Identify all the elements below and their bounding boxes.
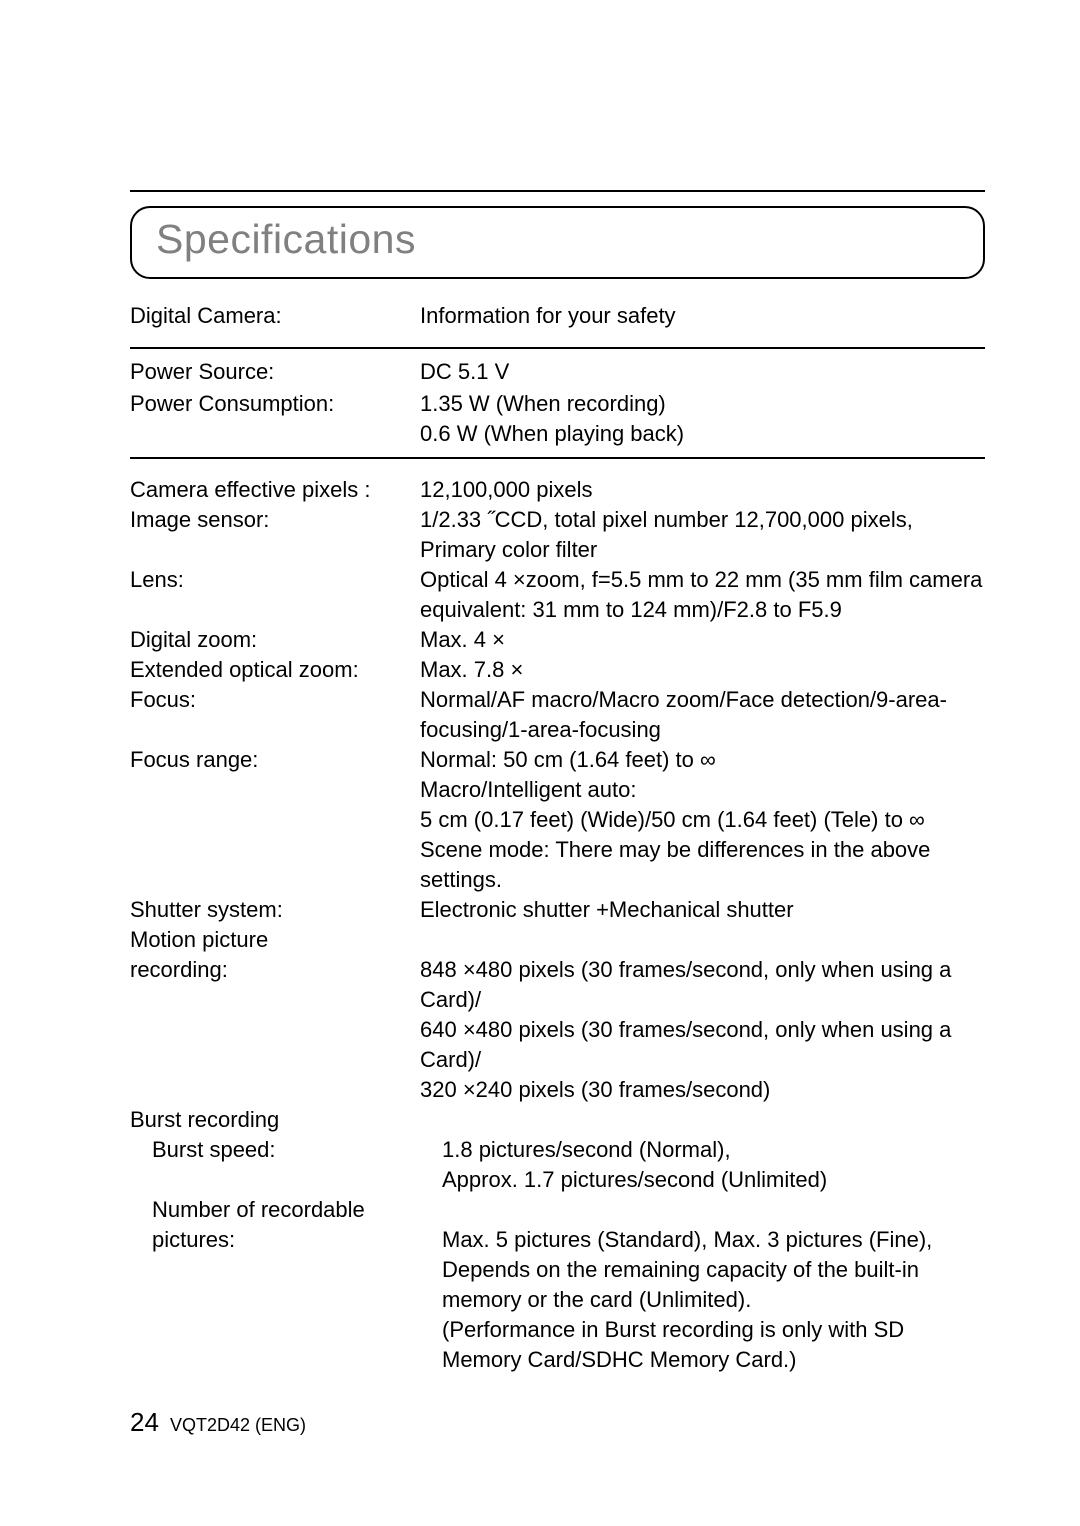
- power-consumption-value: 1.35 W (When recording) 0.6 W (When play…: [420, 389, 985, 449]
- effective-pixels-label: Camera effective pixels :: [130, 475, 420, 505]
- extended-zoom-row: Extended optical zoom: Max. 7.8 ×: [130, 655, 985, 685]
- recordable-l2: Depends on the remaining capacity of the…: [442, 1255, 985, 1315]
- focus-range-l1: Normal: 50 cm (1.64 feet) to ∞: [420, 745, 985, 775]
- focus-range-label: Focus range:: [130, 745, 420, 775]
- motion-picture-l3: 320 ×240 pixels (30 frames/second): [420, 1075, 985, 1105]
- effective-pixels-row: Camera effective pixels : 12,100,000 pix…: [130, 475, 985, 505]
- digital-zoom-row: Digital zoom: Max. 4 ×: [130, 625, 985, 655]
- focus-range-row: Focus range: Normal: 50 cm (1.64 feet) t…: [130, 745, 985, 895]
- focus-range-l3: 5 cm (0.17 feet) (Wide)/50 cm (1.64 feet…: [420, 805, 985, 835]
- image-sensor-value: 1/2.33 ˝CCD, total pixel number 12,700,0…: [420, 505, 985, 565]
- shutter-system-row: Shutter system: Electronic shutter +Mech…: [130, 895, 985, 925]
- power-source-label: Power Source:: [130, 357, 420, 387]
- burst-speed-label: Burst speed:: [130, 1135, 442, 1165]
- top-rule: [130, 190, 985, 192]
- motion-picture-row1: Motion picture: [130, 925, 985, 955]
- page-number: 24: [130, 1407, 159, 1437]
- motion-picture-label1: Motion picture: [130, 925, 420, 955]
- focus-range-l2: Macro/Intelligent auto:: [420, 775, 985, 805]
- burst-speed-l1: 1.8 pictures/second (Normal),: [442, 1135, 985, 1165]
- focus-range-value: Normal: 50 cm (1.64 feet) to ∞ Macro/Int…: [420, 745, 985, 895]
- power-consumption-row: Power Consumption: 1.35 W (When recordin…: [130, 389, 985, 449]
- burst-heading-row: Burst recording: [130, 1105, 985, 1135]
- recordable-label1: Number of recordable: [130, 1195, 442, 1225]
- recordable-label2: pictures:: [130, 1225, 442, 1255]
- motion-picture-l2: 640 ×480 pixels (30 frames/second, only …: [420, 1015, 985, 1075]
- doc-code: VQT2D42 (ENG): [170, 1415, 306, 1435]
- burst-speed-l2: Approx. 1.7 pictures/second (Unlimited): [442, 1165, 985, 1195]
- digital-zoom-value: Max. 4 ×: [420, 625, 985, 655]
- power-source-value: DC 5.1 V: [420, 357, 985, 387]
- focus-value: Normal/AF macro/Macro zoom/Face detectio…: [420, 685, 985, 745]
- burst-speed-value: 1.8 pictures/second (Normal), Approx. 1.…: [442, 1135, 985, 1195]
- burst-speed-row: Burst speed: 1.8 pictures/second (Normal…: [130, 1135, 985, 1195]
- recordable-l1: Max. 5 pictures (Standard), Max. 3 pictu…: [442, 1225, 985, 1255]
- intro-row: Digital Camera: Information for your saf…: [130, 301, 985, 331]
- power-table: Power Source: DC 5.1 V Power Consumption…: [130, 347, 985, 459]
- image-sensor-label: Image sensor:: [130, 505, 420, 535]
- power-consumption-line2: 0.6 W (When playing back): [420, 419, 985, 449]
- shutter-system-label: Shutter system:: [130, 895, 420, 925]
- power-source-row: Power Source: DC 5.1 V: [130, 357, 985, 387]
- recordable-value: Max. 5 pictures (Standard), Max. 3 pictu…: [442, 1225, 985, 1375]
- page: Specifications Digital Camera: Informati…: [0, 0, 1080, 1526]
- digital-zoom-label: Digital zoom:: [130, 625, 420, 655]
- focus-range-l4: Scene mode: There may be differences in …: [420, 835, 985, 895]
- shutter-system-value: Electronic shutter +Mechanical shutter: [420, 895, 985, 925]
- focus-label: Focus:: [130, 685, 420, 715]
- extended-zoom-label: Extended optical zoom:: [130, 655, 420, 685]
- section-title: Specifications: [156, 216, 416, 262]
- specs-block: Camera effective pixels : 12,100,000 pix…: [130, 475, 985, 1375]
- lens-row: Lens: Optical 4 ×zoom, f=5.5 mm to 22 mm…: [130, 565, 985, 625]
- page-footer: 24 VQT2D42 (ENG): [130, 1407, 306, 1438]
- motion-picture-l1: 848 ×480 pixels (30 frames/second, only …: [420, 955, 985, 1015]
- extended-zoom-value: Max. 7.8 ×: [420, 655, 985, 685]
- image-sensor-row: Image sensor: 1/2.33 ˝CCD, total pixel n…: [130, 505, 985, 565]
- lens-value: Optical 4 ×zoom, f=5.5 mm to 22 mm (35 m…: [420, 565, 985, 625]
- intro-value: Information for your safety: [420, 301, 985, 331]
- recordable-l3: (Performance in Burst recording is only …: [442, 1315, 985, 1375]
- recordable-row1: Number of recordable: [130, 1195, 985, 1225]
- focus-row: Focus: Normal/AF macro/Macro zoom/Face d…: [130, 685, 985, 745]
- power-consumption-label: Power Consumption:: [130, 389, 420, 419]
- burst-heading: Burst recording: [130, 1105, 420, 1135]
- motion-picture-label2: recording:: [130, 955, 420, 985]
- title-box: Specifications: [130, 206, 985, 279]
- effective-pixels-value: 12,100,000 pixels: [420, 475, 985, 505]
- lens-label: Lens:: [130, 565, 420, 595]
- motion-picture-row2: recording: 848 ×480 pixels (30 frames/se…: [130, 955, 985, 1105]
- motion-picture-value: 848 ×480 pixels (30 frames/second, only …: [420, 955, 985, 1105]
- recordable-row2: pictures: Max. 5 pictures (Standard), Ma…: [130, 1225, 985, 1375]
- power-consumption-line1: 1.35 W (When recording): [420, 389, 985, 419]
- intro-label: Digital Camera:: [130, 301, 420, 331]
